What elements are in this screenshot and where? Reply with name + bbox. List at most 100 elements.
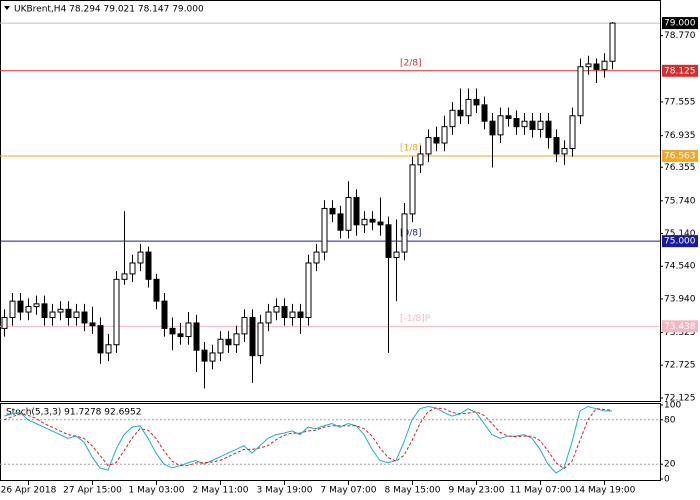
stoch-title: Stoch(5,3,3) 91.7278 92.6952 — [6, 408, 141, 418]
y-tick-label: 100 — [664, 401, 681, 411]
candle-body — [465, 98, 472, 117]
candle-body — [385, 224, 392, 259]
x-tick-label: 26 Apr 2018 — [1, 486, 57, 496]
candle-body — [145, 251, 152, 280]
candle-body — [361, 218, 368, 226]
candle-body — [241, 316, 248, 335]
candle-body — [57, 308, 64, 313]
y-tick-label: 20 — [664, 460, 676, 470]
candle-body — [217, 338, 224, 354]
candle-body — [265, 311, 272, 324]
candle-body — [137, 251, 144, 264]
y-tick-label: 75.140 — [664, 229, 696, 239]
candle-body — [297, 311, 304, 318]
price-box — [662, 17, 698, 30]
candle-body — [569, 115, 576, 149]
candle-body — [321, 207, 328, 253]
candle-body — [233, 333, 240, 346]
candle-body — [225, 338, 232, 346]
candle-body — [329, 207, 336, 215]
level-box — [662, 64, 698, 77]
candle-body — [441, 126, 448, 144]
candle-body — [585, 63, 592, 68]
candle-body — [473, 98, 480, 106]
y-tick-label: 78.770 — [664, 31, 696, 41]
x-tick-label: 3 May 19:00 — [257, 486, 313, 496]
candle-body — [169, 327, 176, 335]
candle-body — [185, 322, 192, 338]
candle-body — [425, 137, 432, 155]
candle-body — [417, 153, 424, 166]
candle-body — [121, 273, 128, 280]
candle-body — [305, 262, 312, 318]
stoch-line — [3, 407, 613, 470]
level-box — [662, 149, 698, 162]
candle-body — [553, 137, 560, 155]
candle-body — [505, 115, 512, 119]
x-tick-label: 7 May 07:00 — [321, 486, 377, 496]
candle-body — [73, 311, 80, 318]
candle-body — [369, 218, 376, 223]
level-price-label: 73.438 — [664, 322, 696, 332]
stoch-panel — [0, 403, 661, 481]
level-label: [-1/8]P — [400, 314, 431, 324]
candle-body — [193, 322, 200, 351]
candle-body — [497, 115, 504, 136]
candle-body — [273, 306, 280, 313]
candle-body — [409, 164, 416, 215]
candle-body — [529, 120, 536, 130]
candle-body — [449, 109, 456, 128]
candle-body — [249, 316, 256, 357]
candle-body — [89, 322, 96, 327]
candle-body — [209, 352, 216, 362]
price-label: 79.000 — [664, 19, 696, 29]
x-tick-label: 2 May 11:00 — [193, 486, 249, 496]
candle-body — [129, 262, 136, 275]
y-tick-label: 80 — [664, 415, 676, 425]
level-label: [0/8] — [400, 229, 422, 239]
candle-body — [257, 322, 264, 357]
y-tick-label: 0 — [664, 475, 670, 485]
candle-body — [401, 213, 408, 253]
y-tick-label: 72.725 — [664, 361, 696, 371]
candle-body — [593, 63, 600, 70]
y-tick-label: 74.540 — [664, 262, 696, 272]
y-tick-label: 73.325 — [664, 328, 696, 338]
level-box — [662, 320, 698, 333]
candle-body — [105, 344, 112, 354]
level-price-label: 75.000 — [664, 237, 696, 247]
candle-body — [81, 311, 88, 324]
candle-body — [65, 308, 72, 318]
candle-body — [281, 306, 288, 318]
candle-body — [97, 325, 104, 354]
candle-body — [345, 197, 352, 231]
y-tick-label: 77.555 — [664, 97, 696, 107]
x-tick-label: 8 May 15:00 — [385, 486, 441, 496]
candle-body — [25, 306, 32, 313]
y-tick-label: 75.740 — [664, 196, 696, 206]
candle-body — [177, 333, 184, 338]
candle-body — [537, 120, 544, 130]
x-tick-label: 14 May 19:00 — [574, 486, 636, 496]
chart-title: UKBrent,H4 78.294 79.021 78.147 79.000 — [14, 5, 204, 15]
panel-marker — [4, 6, 10, 10]
candle-body — [457, 109, 464, 117]
candle-body — [481, 104, 488, 122]
candle-body — [337, 213, 344, 231]
candle-body — [521, 120, 528, 128]
level-box — [662, 235, 698, 248]
candle-body — [17, 300, 24, 313]
candle-body — [33, 303, 40, 308]
candle-body — [609, 22, 616, 62]
candle-body — [153, 278, 160, 302]
candle-body — [353, 197, 360, 226]
candle-body — [377, 221, 384, 226]
candle-body — [577, 66, 584, 117]
y-tick-label: 76.935 — [664, 131, 696, 141]
candle-body — [489, 120, 496, 136]
x-tick-label: 27 Apr 15:00 — [63, 486, 122, 496]
y-tick-label: 73.940 — [664, 294, 696, 304]
x-tick-label: 9 May 23:00 — [449, 486, 505, 496]
